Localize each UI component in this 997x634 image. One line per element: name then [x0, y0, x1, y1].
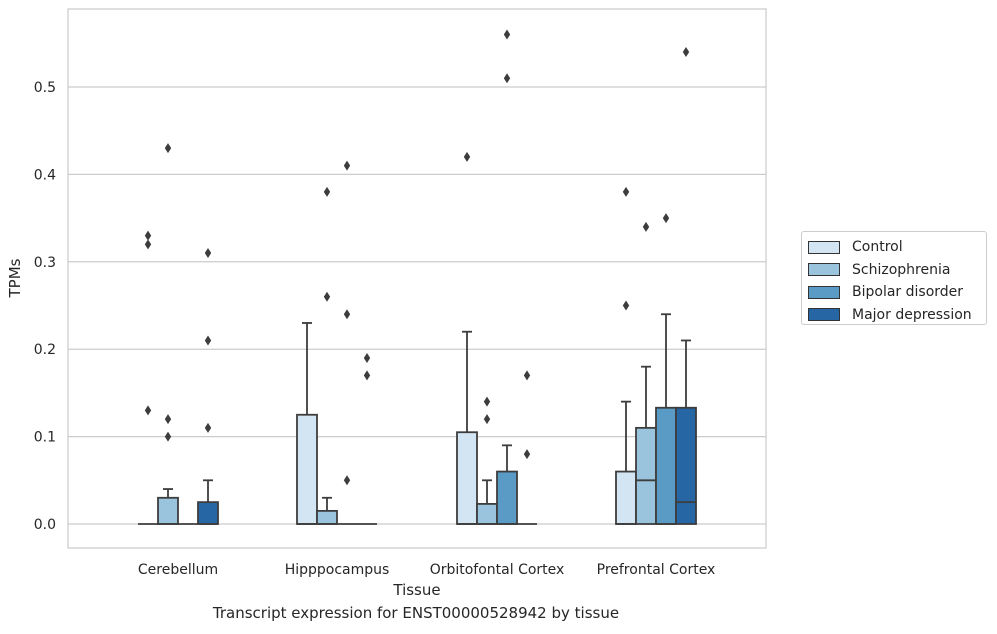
legend-label-major-depression: Major depression	[852, 306, 972, 323]
legend-item-schizophrenia: Schizophrenia	[808, 259, 980, 282]
y-tick-label: 0.3	[34, 255, 56, 271]
plot-frame	[67, 8, 767, 549]
outlier-point	[144, 405, 152, 416]
legend-swatch-bipolar-disorder	[808, 285, 840, 299]
outlier-point	[463, 151, 471, 162]
outlier-point	[682, 47, 690, 58]
box-major-depression	[197, 479, 219, 525]
legend-swatch-major-depression	[808, 308, 840, 322]
box-rect	[675, 406, 697, 525]
outlier-point	[642, 221, 650, 232]
outlier-point	[622, 186, 630, 197]
box-rect	[476, 502, 498, 525]
x-axis-label: Tissue	[392, 581, 440, 599]
outlier-point	[164, 431, 172, 442]
outlier-point	[144, 230, 152, 241]
x-tick-label: Orbitofontal Cortex	[430, 562, 565, 578]
y-tick-labels: 0.0 0.1 0.2 0.3 0.4 0.5	[34, 80, 56, 533]
legend-label-schizophrenia: Schizophrenia	[852, 261, 951, 278]
chart-caption: Transcript expression for ENST0000052894…	[212, 604, 620, 622]
x-tick-label: Prefrontal Cortex	[597, 562, 716, 578]
outlier-point	[164, 414, 172, 425]
outlier-point	[343, 309, 351, 320]
outlier-point	[503, 29, 511, 40]
outlier-point	[622, 300, 630, 311]
legend-item-major-depression: Major depression	[808, 304, 980, 327]
boxes	[138, 313, 697, 525]
outlier-point	[204, 335, 212, 346]
x-tick-labels: Cerebellum Hipppocampus Orbitofontal Corte…	[138, 562, 715, 578]
box-rect	[615, 470, 637, 525]
outlier-point	[323, 291, 331, 302]
x-tick-label: Hipppocampus	[285, 562, 390, 578]
outlier-point	[363, 370, 371, 381]
outlier-point	[323, 186, 331, 197]
outliers	[144, 29, 690, 486]
outlier-point	[503, 73, 511, 84]
y-axis-label: TPMs	[6, 258, 24, 298]
outlier-point	[523, 449, 531, 460]
outlier-point	[343, 160, 351, 171]
y-tick-label: 0.5	[34, 80, 56, 96]
outlier-point	[662, 213, 670, 224]
outlier-point	[483, 414, 491, 425]
outlier-point	[204, 422, 212, 433]
legend: Control Schizophrenia Bipolar disorder M…	[801, 231, 987, 325]
outlier-point	[363, 352, 371, 363]
outlier-point	[343, 475, 351, 486]
outlier-point	[483, 396, 491, 407]
box-schizophrenia	[476, 479, 498, 525]
outlier-point	[164, 143, 172, 154]
outlier-point	[523, 370, 531, 381]
box-rect	[635, 426, 657, 525]
box-rect	[655, 406, 677, 525]
box-rect	[296, 413, 318, 525]
legend-swatch-schizophrenia	[808, 263, 840, 277]
box-schizophrenia	[316, 496, 338, 525]
y-tick-label: 0.4	[34, 167, 56, 183]
outlier-point	[144, 239, 152, 250]
legend-swatch-control	[808, 240, 840, 254]
box-control	[456, 330, 478, 525]
legend-item-bipolar-disorder: Bipolar disorder	[808, 281, 980, 304]
box-rect	[496, 470, 518, 525]
y-tick-label: 0.1	[34, 430, 56, 446]
box-major-depression	[675, 339, 697, 525]
box-rect	[197, 501, 219, 525]
box-control	[296, 322, 318, 525]
box-schizophrenia	[157, 488, 179, 525]
box-rect	[456, 431, 478, 525]
legend-item-control: Control	[808, 236, 980, 259]
x-tick-label: Cerebellum	[138, 562, 218, 578]
legend-label-bipolar-disorder: Bipolar disorder	[852, 284, 964, 301]
box-rect	[316, 509, 338, 525]
legend-label-control: Control	[852, 239, 903, 256]
y-tick-label: 0.0	[34, 517, 56, 533]
y-tick-label: 0.2	[34, 342, 56, 358]
outlier-point	[204, 248, 212, 259]
box-rect	[157, 496, 179, 525]
box-bipolar-disorder	[496, 444, 518, 525]
